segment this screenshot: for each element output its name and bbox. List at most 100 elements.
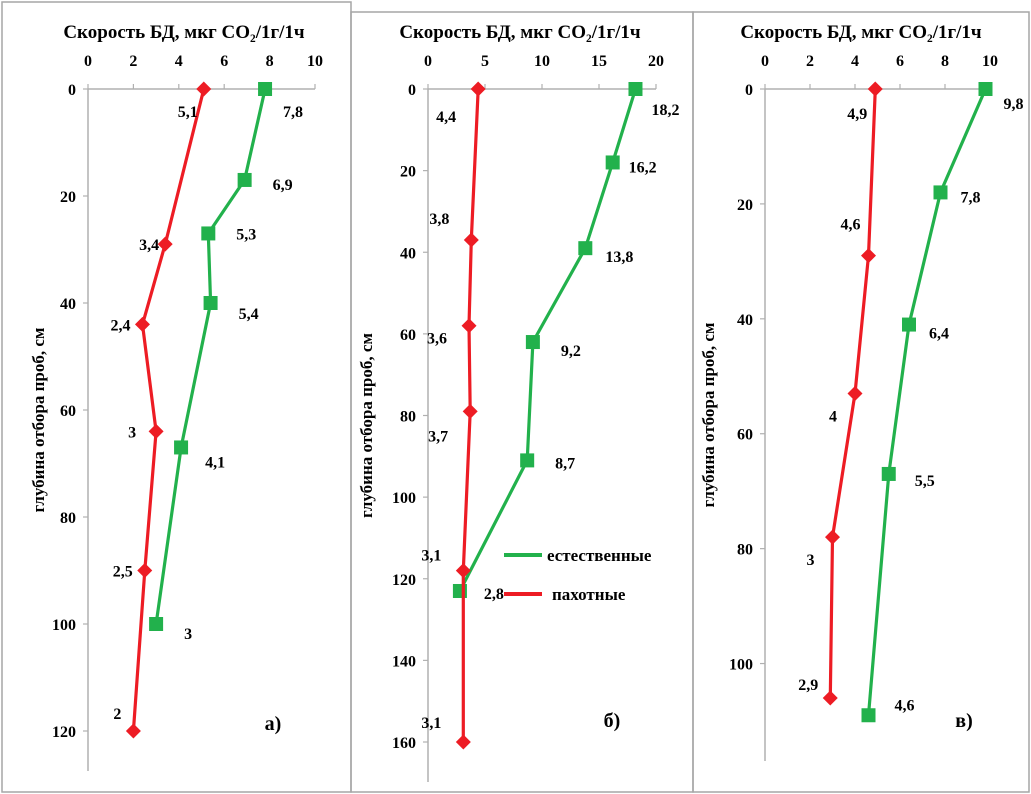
data-point-arable — [137, 563, 153, 578]
y-tick-label: 20 — [400, 164, 416, 181]
data-label-natural: 7,8 — [961, 189, 981, 206]
data-point-natural — [203, 296, 218, 310]
data-label-arable: 3,7 — [428, 428, 448, 445]
chart-title: Скорость БД, мкг СО₂/1г/1ч — [740, 22, 982, 43]
y-tick-label: 0 — [408, 82, 416, 99]
y-tick-label: 80 — [737, 542, 753, 559]
series-line-natural — [154, 88, 267, 625]
data-point-natural — [628, 82, 643, 96]
data-point-arable — [470, 81, 486, 97]
data-label-natural: 6,9 — [273, 177, 293, 194]
data-label-natural: 7,8 — [283, 104, 303, 121]
x-tick-label: 2 — [129, 53, 137, 70]
y-tick-label: 60 — [400, 327, 416, 344]
y-tick-label: 0 — [745, 82, 753, 99]
x-tick-label: 10 — [307, 53, 323, 70]
data-label-arable: 3,6 — [427, 331, 447, 348]
y-tick-label: 40 — [400, 245, 416, 262]
panel-label: в) — [955, 710, 972, 732]
data-label-arable: 3,1 — [421, 548, 441, 565]
data-point-natural — [201, 226, 216, 241]
y-tick-label: 140 — [392, 653, 416, 670]
data-point-arable — [455, 563, 471, 579]
data-point-natural — [578, 241, 593, 256]
series-line-arable — [461, 88, 480, 742]
data-label-natural: 18,2 — [651, 102, 679, 119]
chart-panel-2: Скорость БД, мкг СО₂/1г/1ч 0 5 10 15 20 0 20 40 6… — [350, 11, 694, 793]
y-tick-label: 0 — [68, 82, 76, 99]
x-tick-label: 6 — [220, 53, 228, 70]
x-tick-label: 4 — [175, 53, 183, 70]
data-point-natural — [520, 453, 535, 468]
y-tick-label: 160 — [392, 735, 416, 752]
x-tick-label: 10 — [982, 53, 998, 70]
y-tick-label: 100 — [52, 617, 76, 634]
data-label-natural: 2,8 — [484, 586, 504, 603]
data-label-natural: 4,6 — [895, 697, 915, 714]
y-tick-label: 40 — [60, 296, 76, 313]
data-point-arable — [822, 690, 838, 706]
data-label-natural: 6,4 — [929, 326, 949, 343]
data-label-arable: 2,9 — [798, 677, 818, 694]
data-point-natural — [933, 185, 948, 200]
y-tick-label: 60 — [60, 403, 76, 420]
data-point-arable — [463, 232, 479, 248]
x-tick-label: 0 — [761, 53, 769, 70]
data-point-natural — [149, 617, 164, 631]
y-axis-title: глубина отбора проб, см — [29, 327, 48, 512]
y-tick-label: 60 — [737, 427, 753, 444]
legend-label-natural: естественные — [547, 546, 652, 565]
data-label-arable: 3,1 — [421, 715, 441, 732]
data-label-arable: 3 — [128, 424, 136, 441]
data-label-arable: 2,4 — [110, 317, 130, 334]
data-label-natural: 4,1 — [205, 454, 225, 471]
data-point-natural — [902, 317, 916, 332]
y-tick-label: 120 — [52, 724, 76, 741]
y-axis-title: глубина отбора проб, см — [357, 333, 376, 518]
data-point-arable — [148, 423, 164, 439]
x-tick-label: 0 — [84, 53, 92, 70]
legend: естественные пахотные — [504, 546, 652, 604]
data-label-natural: 5,3 — [236, 226, 256, 243]
data-label-arable: 3,4 — [139, 237, 159, 254]
y-tick-label: 80 — [60, 510, 76, 527]
data-label-arable: 2,5 — [113, 564, 133, 581]
data-label-natural: 3 — [184, 626, 192, 643]
data-point-arable — [134, 316, 150, 332]
chart-title: Скорость БД, мкг СО₂/1г/1ч — [63, 22, 305, 43]
data-point-natural — [237, 172, 252, 187]
panel-frame — [692, 11, 1030, 793]
data-label-natural: 16,2 — [629, 159, 657, 176]
x-tick-label: 20 — [648, 53, 664, 70]
data-label-arable: 2 — [113, 706, 121, 723]
data-label-arable: 4,4 — [436, 109, 456, 126]
data-label-natural: 9,2 — [561, 343, 581, 360]
data-point-arable — [455, 734, 471, 750]
data-label-natural: 5,4 — [239, 306, 259, 323]
data-point-natural — [861, 708, 876, 723]
data-point-natural — [525, 335, 540, 350]
y-tick-label: 120 — [392, 572, 416, 589]
x-tick-label: 8 — [266, 53, 274, 70]
series-line-natural — [866, 88, 987, 716]
data-label-arable: 3,8 — [429, 211, 449, 228]
panel-frame — [350, 11, 694, 793]
chart-panel-1: Скорость БД, мкг СО₂/1г/1ч0 2 4 6 8 100204060… — [1, 1, 352, 793]
data-point-natural — [258, 82, 273, 96]
data-label-natural: 9,8 — [1004, 96, 1024, 113]
x-tick-label: 6 — [896, 53, 904, 70]
series-line-natural — [458, 88, 638, 592]
data-point-arable — [867, 81, 883, 97]
legend-label-arable: пахотные — [552, 585, 626, 604]
x-tick-label: 4 — [851, 53, 859, 70]
data-point-arable — [125, 723, 141, 739]
x-tick-label: 2 — [806, 53, 814, 70]
data-point-arable — [196, 81, 212, 97]
data-point-arable — [462, 403, 478, 419]
data-point-natural — [605, 155, 620, 170]
data-point-arable — [157, 236, 173, 252]
data-point-natural — [978, 82, 993, 96]
data-label-arable: 4 — [829, 409, 837, 426]
